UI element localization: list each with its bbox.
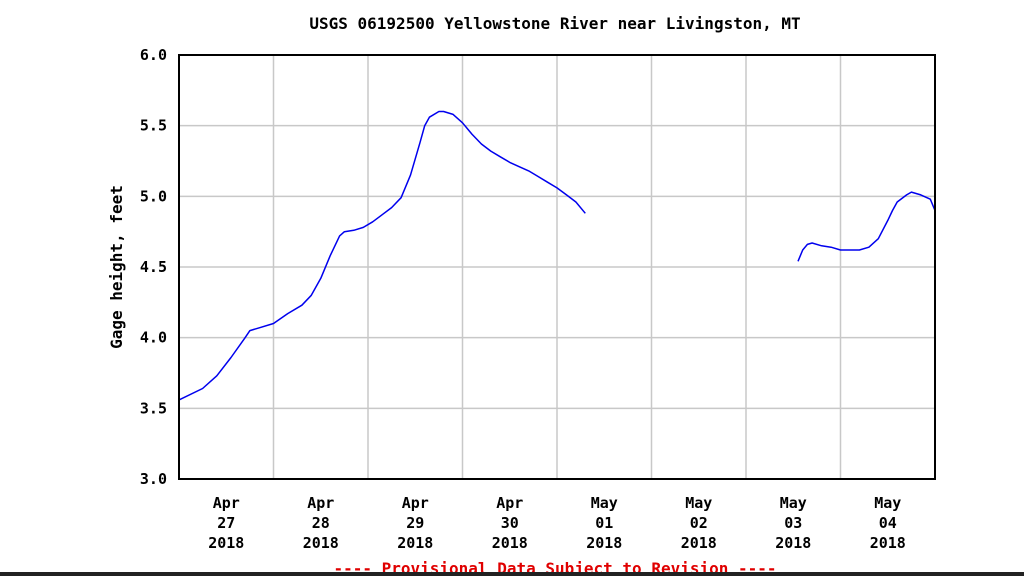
chart-title: USGS 06192500 Yellowstone River near Liv… (309, 14, 800, 33)
x-tick-label: 03 (784, 514, 802, 532)
grid-lines (179, 54, 935, 480)
x-tick-label: 28 (312, 514, 330, 532)
x-tick-label: 2018 (586, 534, 622, 552)
x-tick-label: 29 (406, 514, 424, 532)
provisional-data-notice: ---- Provisional Data Subject to Revisio… (333, 559, 776, 576)
y-tick-label: 3.5 (140, 399, 167, 417)
x-tick-label: 04 (879, 514, 897, 532)
x-tick-label: Apr (402, 494, 429, 512)
x-tick-label: Apr (307, 494, 334, 512)
x-tick-label: Apr (496, 494, 523, 512)
y-tick-label: 6.0 (140, 46, 167, 64)
x-tick-label: May (685, 494, 712, 512)
y-tick-label: 4.5 (140, 258, 167, 276)
x-tick-label: 27 (217, 514, 235, 532)
x-tick-label: 2018 (303, 534, 339, 552)
x-tick-label: 2018 (870, 534, 906, 552)
x-tick-label: 2018 (775, 534, 811, 552)
x-tick-label: 01 (595, 514, 613, 532)
gage-height-series-1 (178, 110, 586, 401)
x-tick-label: 30 (501, 514, 519, 532)
y-axis-ticks: 6.0 5.5 5.0 4.5 4.0 3.5 3.0 (140, 46, 167, 488)
data-series (178, 110, 936, 401)
x-tick-label: May (780, 494, 807, 512)
y-axis-label: Gage height, feet (107, 185, 126, 349)
x-tick-label: May (591, 494, 618, 512)
y-tick-label: 4.0 (140, 329, 167, 347)
x-tick-label: 02 (690, 514, 708, 532)
y-tick-label: 5.5 (140, 117, 167, 135)
y-tick-label: 3.0 (140, 470, 167, 488)
y-tick-label: 5.0 (140, 187, 167, 205)
x-tick-label: May (874, 494, 901, 512)
x-tick-label: Apr (213, 494, 240, 512)
x-tick-label: 2018 (397, 534, 433, 552)
x-tick-label: 2018 (208, 534, 244, 552)
bottom-edge-bar (0, 572, 1024, 576)
plot-frame (178, 54, 936, 480)
x-tick-label: 2018 (492, 534, 528, 552)
gage-height-series-2 (797, 191, 936, 262)
x-axis-ticks: Apr 27 2018 Apr 28 2018 Apr 29 2018 Apr 30 2018 May 0… (208, 494, 906, 552)
x-tick-label: 2018 (681, 534, 717, 552)
